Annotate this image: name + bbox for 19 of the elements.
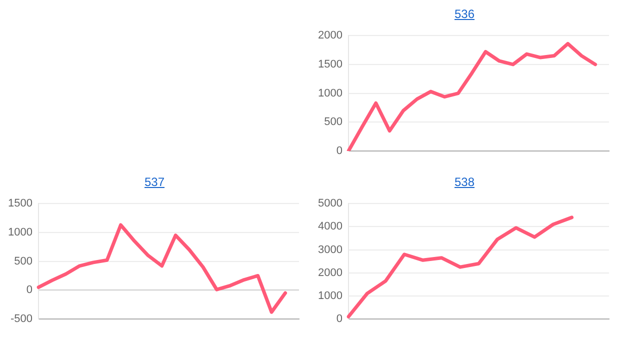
y-tick-label: 1000 — [8, 226, 32, 238]
y-tick-label: 500 — [14, 255, 32, 268]
y-tick-label: 0 — [336, 145, 342, 158]
y-tick-label: -500 — [10, 313, 32, 326]
y-tick-label: 0 — [336, 313, 342, 326]
y-tick-label: 3000 — [318, 244, 342, 256]
y-tick-label: 4000 — [318, 220, 342, 233]
y-tick-label: 1500 — [318, 58, 342, 70]
y-tick-label: 5000 — [318, 198, 342, 210]
y-tick-label: 2000 — [318, 30, 342, 42]
chart-title: 536 — [453, 6, 476, 23]
chart-title: 537 — [143, 174, 166, 191]
chart-title: 538 — [453, 174, 476, 191]
y-tick-label: 1000 — [318, 290, 342, 302]
y-tick-label: 0 — [26, 284, 32, 296]
y-tick-label: 1500 — [8, 198, 32, 210]
y-tick-label: 1000 — [318, 87, 342, 100]
y-tick-label: 500 — [324, 116, 342, 128]
y-tick-label: 2000 — [318, 266, 342, 279]
